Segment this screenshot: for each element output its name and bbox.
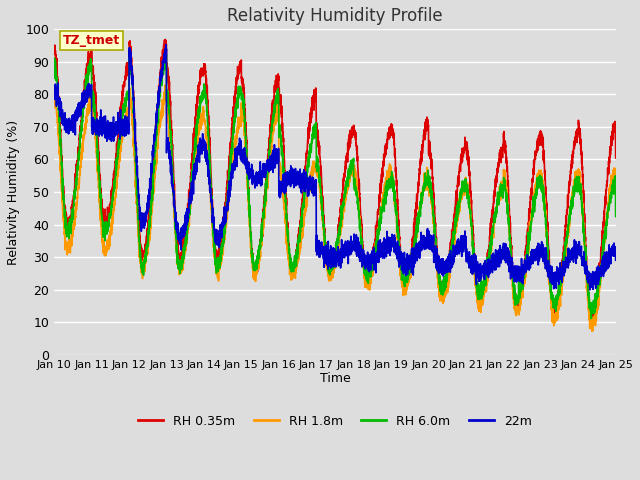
Title: Relativity Humidity Profile: Relativity Humidity Profile [227,7,443,25]
X-axis label: Time: Time [319,372,350,385]
Legend: RH 0.35m, RH 1.8m, RH 6.0m, 22m: RH 0.35m, RH 1.8m, RH 6.0m, 22m [132,410,537,433]
Y-axis label: Relativity Humidity (%): Relativity Humidity (%) [7,120,20,264]
Text: TZ_tmet: TZ_tmet [63,34,120,47]
